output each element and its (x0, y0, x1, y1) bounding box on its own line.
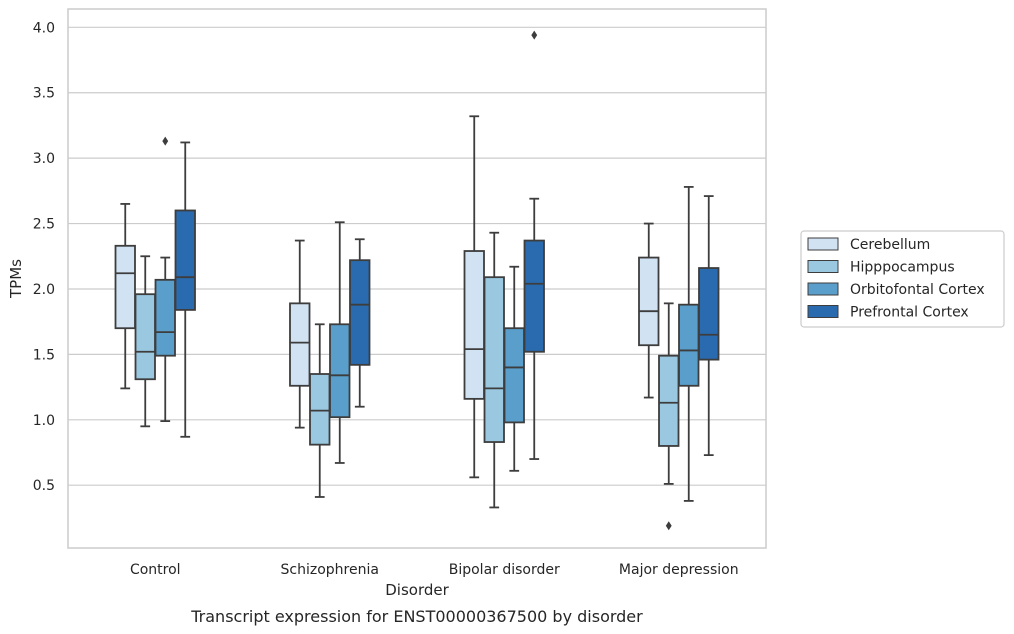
x-tick-label: Schizophrenia (281, 562, 379, 578)
y-tick-label: 3.0 (33, 151, 55, 167)
box-body (503, 327, 525, 424)
box-body (483, 276, 505, 443)
box-0-0 (114, 203, 136, 390)
legend-swatch (807, 260, 839, 273)
x-axis-label: Disorder (385, 581, 449, 599)
legend-label: Hipppocampus (850, 260, 955, 276)
plot-area-frame (67, 8, 767, 549)
box-2-1 (483, 231, 505, 509)
outlier-point (665, 521, 672, 531)
y-tick-label: 3.5 (33, 86, 55, 102)
x-tick-label: Bipolar disorder (449, 562, 560, 578)
box-2-0 (463, 115, 485, 479)
box-1-2 (329, 221, 351, 464)
box-0-3 (174, 141, 196, 438)
box-body (523, 239, 545, 353)
box-body (154, 278, 176, 357)
box-body (114, 244, 136, 330)
x-tick-label: Control (130, 562, 181, 578)
y-tick-label: 1.5 (33, 347, 55, 363)
box-body (349, 259, 371, 366)
box-body (309, 373, 331, 446)
box-body (289, 302, 311, 387)
outlier-point (531, 30, 538, 40)
box-2-2 (503, 265, 525, 472)
legend-label: Prefrontal Cortex (850, 305, 969, 321)
legend-label: Orbitofontal Cortex (850, 282, 985, 298)
box-2-3 (523, 30, 545, 460)
box-body (329, 323, 351, 419)
box-3-1 (658, 302, 680, 531)
x-tick-label: Major depression (619, 562, 739, 578)
legend-frame (800, 230, 1005, 328)
box-body (638, 256, 660, 347)
box-0-2 (154, 136, 176, 422)
legend-swatch (807, 305, 839, 318)
box-body (134, 293, 156, 381)
box-body (658, 354, 680, 447)
box-1-1 (309, 323, 331, 498)
box-3-3 (698, 195, 720, 457)
legend: Cerebellum Hipppocampus Orbitofontal Corte… (800, 230, 1005, 328)
y-tick-label: 1.0 (33, 413, 55, 429)
box-plot-boxes (114, 30, 720, 531)
legend-swatch (807, 282, 839, 296)
box-body (174, 209, 196, 311)
outlier-point (162, 136, 169, 146)
y-tick-labels: 0.5 1.0 1.5 2.0 2.5 3.0 3.5 4.0 (33, 20, 55, 494)
box-1-3 (349, 238, 371, 408)
box-body (678, 303, 700, 387)
y-tick-label: 0.5 (33, 478, 55, 494)
y-tick-label: 2.5 (33, 217, 55, 233)
legend-swatch (807, 237, 839, 251)
box-body (698, 267, 720, 361)
box-3-2 (678, 186, 700, 502)
y-tick-label: 2.0 (33, 282, 55, 298)
y-tick-label: 4.0 (33, 20, 55, 36)
chart-caption: Transcript expression for ENST0000036750… (190, 607, 643, 626)
box-body (463, 250, 485, 400)
box-0-1 (134, 255, 156, 428)
box-3-0 (638, 222, 660, 399)
box-1-0 (289, 239, 311, 429)
x-tick-labels: Control Schizophrenia Bipolar disorder Majo… (130, 562, 739, 578)
legend-label: Cerebellum (850, 237, 930, 253)
y-axis-label: TPMs (7, 259, 25, 299)
